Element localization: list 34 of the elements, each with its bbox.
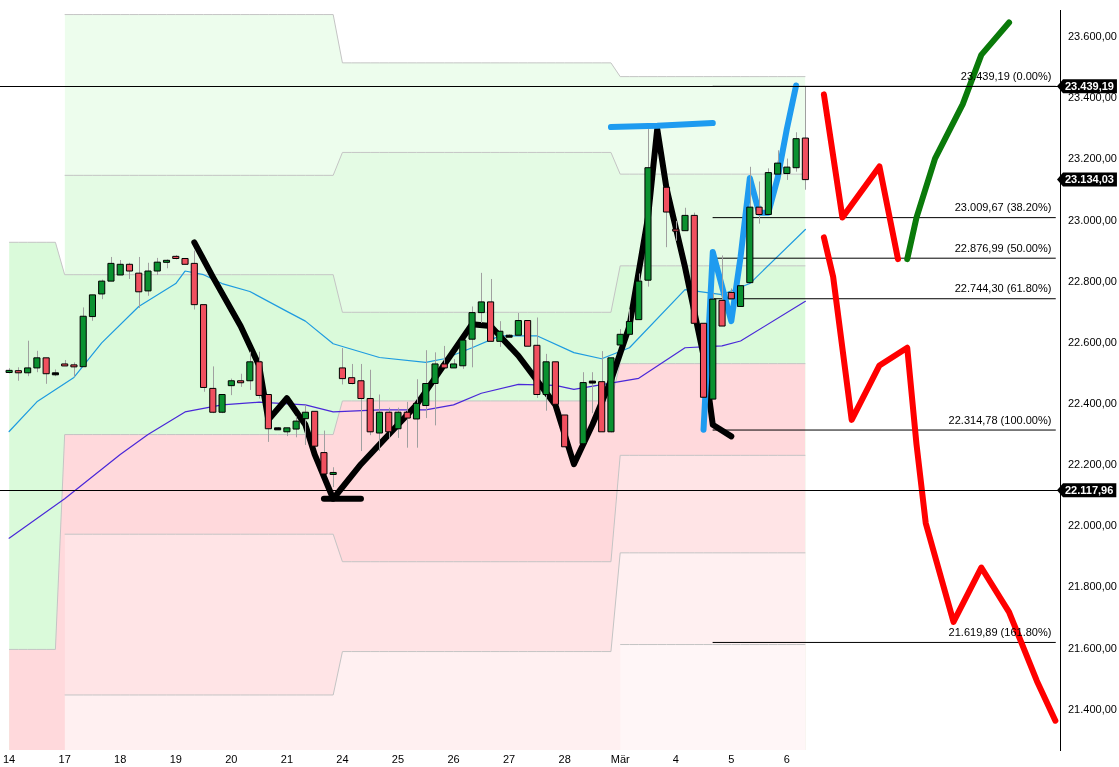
series-label: 22.744,30 (61.80%) (954, 282, 1052, 295)
x-tick-label: 6 (783, 752, 790, 765)
ref-line-label: 22.117,96 (1065, 483, 1114, 496)
y-tick-label: 22.800,00 (1068, 274, 1117, 287)
y-tick-label: 21.400,00 (1068, 702, 1117, 715)
x-tick-label: 5 (728, 752, 735, 765)
x-tick-label: 26 (447, 752, 460, 765)
series-label: 22.314,78 (100.00%) (948, 413, 1052, 426)
x-tick-label: 28 (558, 752, 571, 765)
x-tick-label: 24 (336, 752, 349, 765)
y-tick-label: 22.000,00 (1068, 519, 1117, 532)
x-tick-label: 20 (225, 752, 238, 765)
x-tick-label: 25 (391, 752, 405, 765)
series-label: 22.876,99 (50.00%) (954, 241, 1052, 254)
y-tick-label: 22.400,00 (1068, 397, 1117, 410)
x-tick-label: 14 (2, 752, 16, 765)
y-tick-label: 22.200,00 (1068, 458, 1117, 471)
x-tick-label: 21 (280, 752, 294, 765)
y-tick-label: 23.400,00 (1068, 91, 1117, 104)
x-tick-label: 18 (114, 752, 127, 765)
y-tick-label: 22.600,00 (1068, 335, 1117, 348)
x-tick-label: Mär (610, 752, 631, 765)
y-tick-label: 23.000,00 (1068, 213, 1117, 226)
x-tick-label: 19 (169, 752, 182, 765)
x-tick-label: 4 (672, 752, 679, 765)
x-tick-label: 17 (58, 752, 71, 765)
y-tick-label: 21.600,00 (1068, 641, 1117, 654)
ref-line-label: 23.439,19 (1065, 79, 1114, 92)
y-tick-label: 23.200,00 (1068, 152, 1117, 165)
y-tick-label: 23.600,00 (1068, 30, 1117, 43)
x-tick-label: 27 (502, 752, 516, 765)
text: 23.134,03 (1065, 173, 1114, 186)
y-tick-label: 21.800,00 (1068, 580, 1117, 593)
series-label: 23.009,67 (38.20%) (954, 201, 1052, 214)
